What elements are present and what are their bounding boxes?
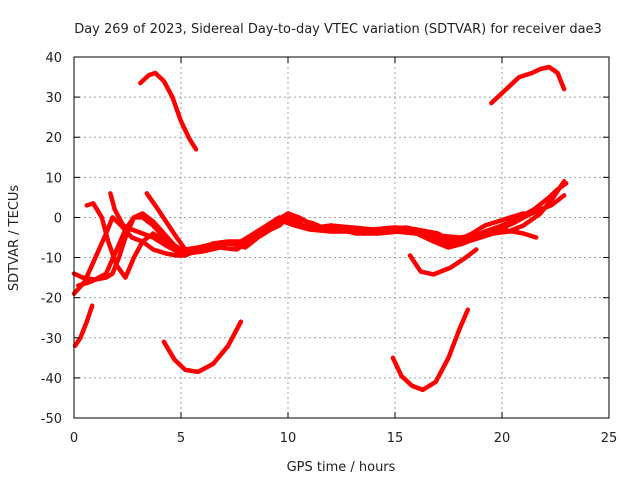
- series-arc-1: [138, 70, 199, 152]
- y-tick-label: -20: [41, 292, 62, 307]
- series-track-8: [495, 193, 567, 232]
- x-tick-label: 5: [177, 431, 185, 446]
- series-arc-3: [72, 303, 95, 349]
- ticks: 0 5 10 15 20 25 -50 -40 -30 -20 -10 0 10 20 30 40: [41, 51, 618, 446]
- y-tick-label: 40: [45, 51, 62, 66]
- y-tick-label: 10: [45, 171, 62, 186]
- y-tick-label: 30: [45, 91, 62, 106]
- series-layer: [71, 64, 569, 393]
- series-arc-2: [489, 64, 567, 106]
- y-axis-label: SDTVAR / TECUs: [7, 185, 22, 292]
- plot-frame: [73, 56, 610, 419]
- y-tick-label: -30: [41, 332, 62, 347]
- y-tick-label: 20: [45, 131, 62, 146]
- chart-title: Day 269 of 2023, Sidereal Day-to-day VTE…: [74, 22, 602, 37]
- x-tick-label: 15: [387, 431, 404, 446]
- series-track-7: [328, 179, 567, 246]
- y-tick-label: 0: [54, 211, 62, 226]
- series-arc-4: [161, 319, 244, 375]
- series-track-4: [108, 191, 184, 256]
- series-track-6: [76, 181, 569, 288]
- x-tick-label: 20: [494, 431, 511, 446]
- y-tick-label: -40: [41, 372, 62, 387]
- y-tick-label: -50: [41, 412, 62, 427]
- y-tick-label: -10: [41, 252, 62, 267]
- x-tick-label: 25: [601, 431, 618, 446]
- series-arc-5: [390, 307, 471, 393]
- series-arc-6: [407, 247, 479, 277]
- x-tick-label: 0: [70, 431, 78, 446]
- x-tick-label: 10: [280, 431, 297, 446]
- x-axis-label: GPS time / hours: [287, 460, 396, 475]
